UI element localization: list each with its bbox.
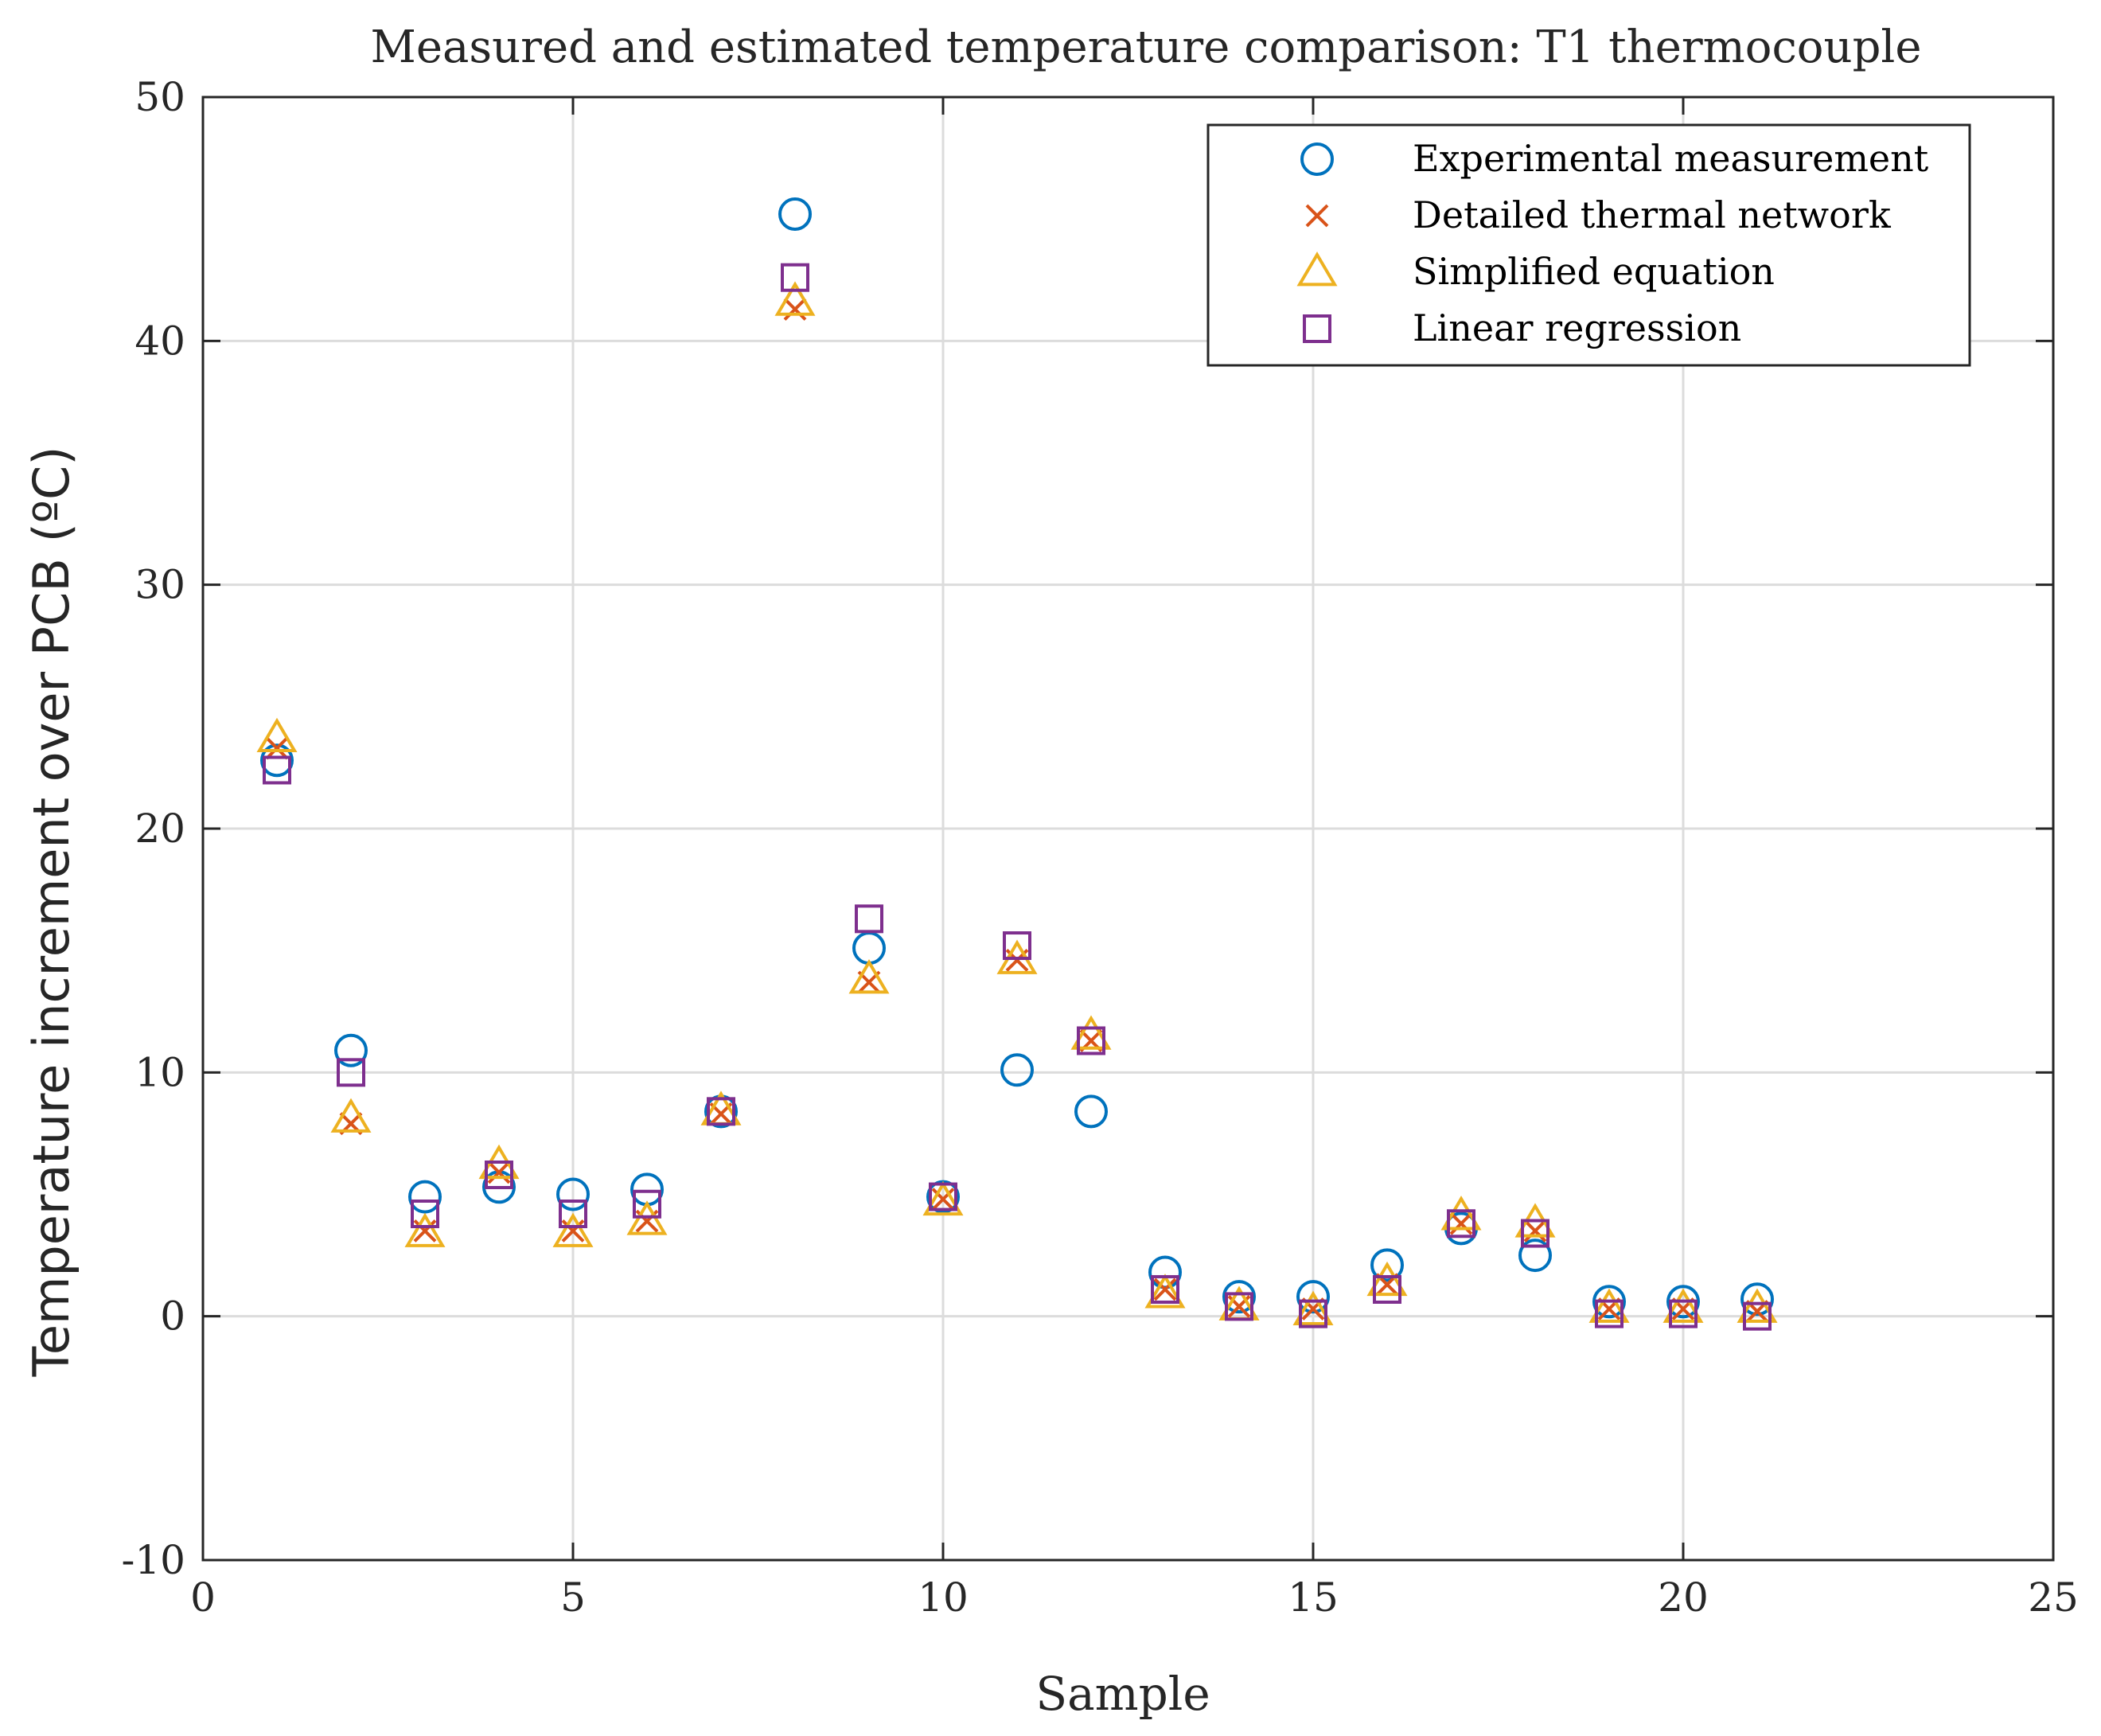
- point-square: [1447, 1209, 1475, 1239]
- legend-entry: Detailed thermal network: [1305, 193, 1892, 236]
- point-triangle: [552, 1212, 594, 1247]
- legend-marker-x: [1305, 204, 1329, 228]
- point-x: [561, 1219, 585, 1243]
- x-tick-label: 0: [190, 1574, 216, 1621]
- point-triangle: [774, 281, 816, 316]
- y-tick-label: 30: [134, 562, 185, 608]
- point-x: [487, 1161, 511, 1184]
- point-triangle: [1588, 1288, 1630, 1323]
- x-tick-label: 20: [1658, 1574, 1709, 1621]
- y-tick-label: 0: [160, 1293, 185, 1340]
- x-tick-label: 15: [1288, 1574, 1339, 1621]
- y-tick-label: 40: [134, 318, 185, 364]
- point-triangle: [1292, 1290, 1334, 1325]
- point-square: [1595, 1299, 1624, 1328]
- point-square: [929, 1182, 957, 1211]
- point-circle: [1740, 1282, 1774, 1317]
- x-axis-label: Sample: [1035, 1667, 1210, 1721]
- point-square: [855, 904, 883, 934]
- point-x: [1523, 1219, 1547, 1243]
- point-square: [485, 1160, 513, 1189]
- legend-label: Simplified equation: [1413, 250, 1775, 293]
- y-tick-label: 10: [134, 1049, 185, 1095]
- point-square: [707, 1097, 735, 1126]
- y-tick-label: -10: [121, 1537, 185, 1583]
- legend-entry: Simplified equation: [1296, 250, 1775, 293]
- y-tick-label: 20: [134, 806, 185, 852]
- point-triangle: [1144, 1274, 1186, 1309]
- legend-entry: Linear regression: [1303, 306, 1741, 349]
- point-circle: [1000, 1053, 1034, 1087]
- point-square: [1669, 1299, 1698, 1328]
- point-square: [633, 1189, 661, 1219]
- point-circle: [1074, 1094, 1108, 1129]
- x-tick-labels: 0 5 10 15 20 25: [190, 1574, 2079, 1621]
- point-circle: [778, 197, 812, 232]
- point-x: [1449, 1211, 1473, 1235]
- y-axis-label: Temperature increment over PCB (ºC): [22, 447, 80, 1378]
- point-triangle: [626, 1200, 668, 1235]
- point-x: [931, 1188, 955, 1211]
- point-triangle: [1070, 1015, 1112, 1050]
- point-square: [781, 263, 809, 292]
- legend-marker-triangle: [1296, 252, 1338, 287]
- grid: [201, 96, 2055, 1562]
- chart-title: Measured and estimated temperature compa…: [371, 21, 1922, 73]
- point-triangle: [848, 958, 890, 994]
- point-circle: [334, 1033, 368, 1067]
- x-tick-label: 10: [918, 1574, 969, 1621]
- point-circle: [260, 743, 294, 778]
- x-tick-label: 25: [2028, 1574, 2079, 1621]
- point-x: [783, 298, 807, 321]
- point-triangle: [1440, 1196, 1482, 1231]
- legend-entry: Experimental measurement: [1300, 137, 1929, 180]
- point-x: [265, 736, 289, 760]
- point-square: [1151, 1274, 1179, 1304]
- point-circle: [408, 1180, 442, 1214]
- point-square: [411, 1200, 439, 1229]
- point-square: [337, 1058, 365, 1087]
- point-triangle: [256, 717, 298, 753]
- point-circle: [1666, 1285, 1700, 1319]
- point-triangle: [330, 1098, 372, 1133]
- legend-label: Experimental measurement: [1413, 137, 1929, 180]
- point-triangle: [404, 1212, 446, 1247]
- y-tick-label: 50: [134, 74, 185, 120]
- point-square: [1743, 1301, 1772, 1331]
- legend-marker-circle: [1300, 142, 1334, 176]
- point-circle: [1296, 1280, 1330, 1314]
- data-markers: [256, 197, 1778, 1331]
- point-circle: [1518, 1239, 1552, 1273]
- point-square: [1225, 1292, 1253, 1321]
- point-x: [1153, 1278, 1177, 1301]
- point-square: [1373, 1274, 1401, 1304]
- point-square: [1521, 1219, 1549, 1248]
- point-circle: [1592, 1285, 1626, 1319]
- legend: Experimental measurement Detailed thermal…: [1206, 123, 1971, 367]
- point-square: [1299, 1299, 1327, 1328]
- point-triangle: [922, 1180, 964, 1216]
- legend-label: Linear regression: [1413, 306, 1741, 349]
- series-circle: [260, 197, 1774, 1319]
- point-triangle: [1662, 1288, 1704, 1323]
- point-x: [413, 1219, 437, 1243]
- legend-box: [1206, 123, 1971, 367]
- point-triangle: [1737, 1288, 1778, 1323]
- point-triangle: [1366, 1261, 1408, 1297]
- point-square: [559, 1200, 587, 1229]
- legend-label: Detailed thermal network: [1413, 193, 1892, 236]
- series-square: [263, 263, 1772, 1331]
- point-square: [1003, 931, 1031, 961]
- point-circle: [1222, 1280, 1256, 1314]
- point-circle: [556, 1177, 590, 1211]
- y-tick-labels: -10 0 10 20 30 40 50: [121, 74, 185, 1583]
- point-square: [263, 755, 291, 785]
- axis-ticks: [201, 96, 2055, 1562]
- x-tick-label: 5: [560, 1574, 586, 1621]
- point-circle: [1370, 1248, 1404, 1282]
- legend-marker-square: [1303, 314, 1331, 343]
- point-square: [1077, 1026, 1105, 1055]
